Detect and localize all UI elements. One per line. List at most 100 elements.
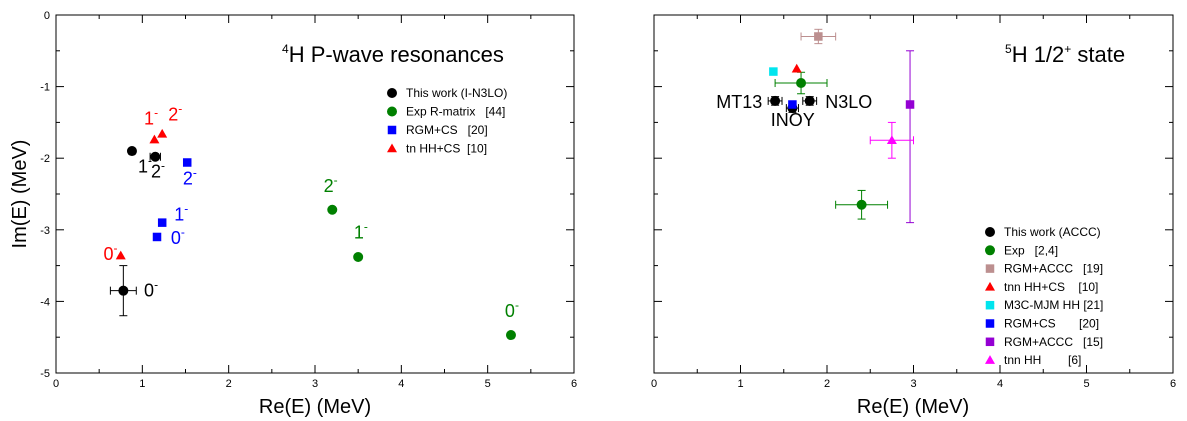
- point-label-superscript: -: [181, 225, 185, 239]
- point-label-base: 1: [174, 204, 184, 224]
- data-point: [157, 218, 167, 227]
- data-point: [886, 135, 897, 145]
- point-label: 2-: [168, 101, 182, 124]
- left-x-axis-title: Re(E) (MeV): [259, 396, 371, 418]
- left-legend: This work (I-N3LO) Exp R-matrix [44] RGM+C…: [387, 86, 507, 156]
- point-label: INOY: [771, 110, 815, 130]
- right-x-axis-title: Re(E) (MeV): [857, 396, 969, 418]
- legend-label: RGM+CS [20]: [1004, 317, 1099, 331]
- point-label: 1-: [354, 219, 368, 242]
- y-tick-label: -1: [40, 82, 50, 94]
- right-data-marks: [767, 28, 915, 224]
- x-tick-label: 6: [571, 378, 577, 390]
- point-label: 1-: [144, 106, 158, 129]
- point-label: MT13: [716, 92, 762, 112]
- y-tick-label: -4: [40, 296, 50, 308]
- point-label: 2-: [151, 159, 165, 182]
- legend-marker: [985, 281, 995, 291]
- data-point: [182, 158, 192, 167]
- right-legend: This work (ACCC) Exp [2,4] RGM+ACCC [19] tn…: [985, 225, 1103, 367]
- left-plot-frame: [55, 14, 575, 374]
- point-label-base: 2: [168, 104, 178, 124]
- right-panel-title: 5H 1/2+ state: [1005, 42, 1125, 67]
- point-label-superscript: -: [113, 241, 117, 255]
- point-label: 1-: [138, 154, 152, 177]
- point-label-base: 0: [144, 280, 154, 300]
- legend-label: tnn HH [6]: [1004, 353, 1081, 367]
- data-point: [150, 151, 161, 162]
- left-y-axis-title: Im(E) (MeV): [9, 140, 31, 249]
- legend-label: RGM+ACCC [15]: [1004, 335, 1103, 349]
- point-label-base: 2: [151, 162, 161, 182]
- legend-marker: [985, 319, 995, 328]
- point-label-base: 2: [183, 169, 193, 189]
- legend-label: Exp [2,4]: [1004, 243, 1058, 257]
- y-tick-label: -5: [40, 368, 50, 380]
- x-tick-label: 4: [398, 378, 404, 390]
- point-label-base: 0: [505, 301, 515, 321]
- left-chart-panel: 0 1 2 3 4 5 60-1-2-3-4-5 1-2-0-1- 2-0-1-0-2-2-1…: [9, 10, 577, 418]
- legend-label: Exp R-matrix [44]: [406, 105, 505, 119]
- point-label-base: 0: [171, 228, 181, 248]
- point-label-base: 2: [324, 176, 334, 196]
- legend-marker: [985, 245, 995, 256]
- point-label-superscript: -: [154, 106, 158, 120]
- legend-marker: [985, 355, 995, 364]
- point-label-superscript: -: [161, 159, 165, 173]
- left-title-superscript: 4: [282, 42, 289, 56]
- data-point: [769, 67, 778, 76]
- point-label: 2-: [324, 173, 338, 196]
- x-tick-label: 2: [824, 378, 830, 390]
- point-label-base: MT13: [716, 92, 762, 112]
- legend-marker: [985, 227, 995, 237]
- legend-label: tnn HH+CS [10]: [1004, 280, 1098, 294]
- point-label: 0-: [103, 241, 117, 264]
- legend-marker: [387, 125, 397, 135]
- point-label-superscript: -: [154, 277, 158, 291]
- left-axes: 0 1 2 3 4 5 60-1-2-3-4-5: [40, 10, 577, 390]
- y-tick-label: 0: [44, 10, 50, 22]
- legend-label: RGM+ACCC [19]: [1004, 262, 1103, 276]
- legend-label: This work (I-N3LO): [406, 86, 507, 100]
- x-tick-label: 2: [226, 378, 232, 390]
- right-axes: 0 1 2 3 4 5 6: [651, 14, 1176, 390]
- point-label-superscript: -: [364, 219, 368, 233]
- right-title-superscript: 5: [1005, 42, 1012, 56]
- x-tick-label: 1: [139, 378, 145, 390]
- point-label: 1-: [174, 201, 188, 224]
- y-tick-label: -2: [40, 153, 50, 165]
- point-label-base: INOY: [771, 110, 815, 130]
- point-label-superscript: -: [515, 298, 519, 312]
- right-point-labels: MT13 N3LO INOY: [716, 92, 872, 130]
- data-point: [856, 199, 867, 210]
- point-label-superscript: -: [334, 173, 338, 187]
- right-title-superscript-2: +: [1064, 42, 1071, 56]
- point-label: 2-: [183, 166, 197, 189]
- data-point: [770, 95, 781, 106]
- legend-label: RGM+CS [20]: [406, 123, 488, 137]
- x-tick-label: 0: [651, 378, 657, 390]
- legend-marker: [387, 106, 397, 117]
- x-tick-label: 0: [53, 378, 59, 390]
- legend-marker: [985, 300, 995, 310]
- data-point: [353, 252, 364, 263]
- legend-label: This work (ACCC): [1004, 225, 1101, 239]
- point-label-base: 1: [354, 222, 364, 242]
- legend-marker: [985, 264, 995, 273]
- data-point: [814, 32, 823, 41]
- legend-marker: [387, 143, 397, 153]
- right-title-main: H 1/2: [1012, 42, 1065, 67]
- x-tick-label: 6: [1170, 378, 1176, 390]
- point-label: N3LO: [825, 92, 872, 112]
- point-label: 0-: [171, 225, 185, 248]
- data-point: [152, 232, 162, 242]
- point-label-base: N3LO: [825, 92, 872, 112]
- x-tick-label: 4: [997, 378, 1003, 390]
- point-label: 0-: [505, 298, 519, 321]
- left-data-marks: [109, 128, 516, 341]
- right-title-tail: state: [1071, 42, 1125, 67]
- data-point: [804, 95, 815, 106]
- data-point: [505, 330, 516, 341]
